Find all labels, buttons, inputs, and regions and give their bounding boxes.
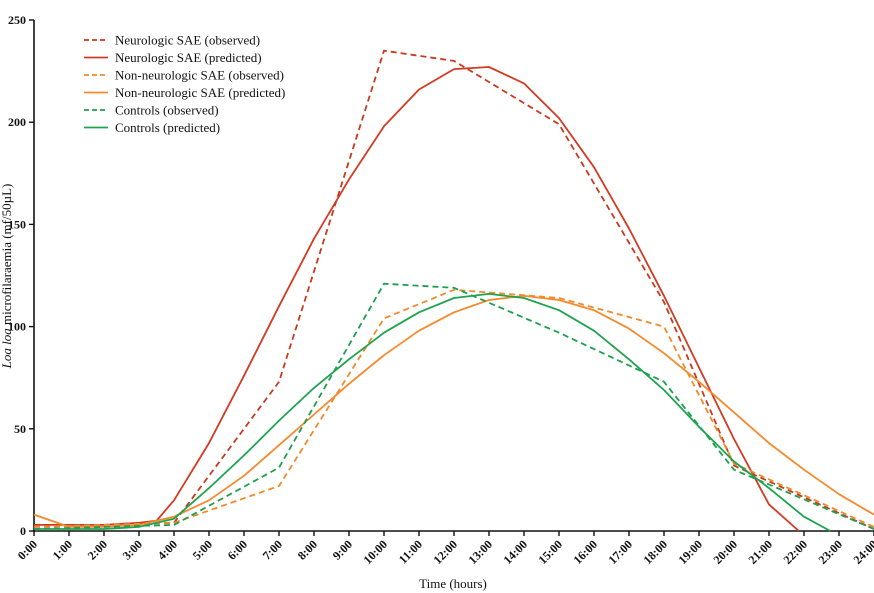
series-line-2: [34, 66, 800, 532]
x-axis-title: Time (hours): [419, 576, 487, 591]
x-tick-label: 7:00: [260, 537, 285, 562]
x-tick-label: 9:00: [330, 537, 355, 562]
legend-label: Non-neurologic SAE (predicted): [115, 85, 285, 100]
series-lines: [33, 49, 874, 532]
legend-label: Neurologic SAE (observed): [115, 33, 260, 48]
x-tick-label: 20:00: [710, 537, 740, 567]
series-line-4: [33, 294, 874, 528]
x-tick-label: 14:00: [500, 537, 530, 567]
x-tick-label: 16:00: [570, 537, 600, 567]
series-line-5: [33, 282, 874, 530]
series-line-3: [33, 288, 874, 528]
x-tick-label: 0:00: [15, 537, 40, 562]
x-tick-label: 1:00: [50, 537, 75, 562]
y-tick-label: 250: [8, 13, 26, 27]
x-tick-label: 13:00: [465, 537, 495, 567]
x-tick-label: 5:00: [190, 537, 215, 562]
x-tick-label: 22:00: [780, 537, 810, 567]
y-tick-label: 50: [14, 422, 26, 436]
x-tick-label: 3:00: [120, 537, 145, 562]
series-line-1: [33, 49, 874, 530]
legend: Neurologic SAE (observed) Neurologic SAE …: [84, 33, 285, 135]
x-tick-label: 17:00: [605, 537, 635, 567]
y-axis-title: Loa loa microfilaraemia (mf/50µL): [0, 184, 14, 370]
y-axis-title-italic: Loa loa: [0, 328, 14, 370]
x-tick-label: 23:00: [815, 537, 845, 567]
y-tick-label: 150: [8, 217, 26, 231]
x-tick-label: 2:00: [85, 537, 110, 562]
y-tick-label: 200: [8, 115, 26, 129]
x-tick-label: 19:00: [675, 537, 705, 567]
x-tick-label: 18:00: [640, 537, 670, 567]
x-tick-label: 24:00: [850, 537, 874, 567]
y-tick-label: 100: [8, 320, 26, 334]
x-tick-label: 12:00: [430, 537, 460, 567]
y-axis-ticks: 0 50 100 150 200 250: [8, 13, 34, 538]
legend-label: Controls (observed): [115, 103, 219, 118]
legend-label: Non-neurologic SAE (observed): [115, 68, 284, 83]
y-axis-title-rest: microfilaraemia (mf/50µL): [0, 184, 14, 329]
x-tick-label: 4:00: [155, 537, 180, 562]
y-tick-label: 0: [20, 524, 26, 538]
legend-label: Controls (predicted): [115, 120, 220, 135]
x-tick-label: 8:00: [295, 537, 320, 562]
x-tick-label: 21:00: [745, 537, 775, 567]
x-tick-label: 11:00: [396, 537, 425, 566]
x-tick-label: 10:00: [360, 537, 390, 567]
x-axis-ticks: 0:00 1:00 2:00 3:00 4:00 5:00 6:00 7:00 8:00 9:00…: [15, 531, 874, 567]
x-tick-label: 15:00: [535, 537, 565, 567]
series-line-6: [34, 292, 831, 532]
legend-label: Neurologic SAE (predicted): [115, 50, 262, 65]
x-tick-label: 6:00: [225, 537, 250, 562]
